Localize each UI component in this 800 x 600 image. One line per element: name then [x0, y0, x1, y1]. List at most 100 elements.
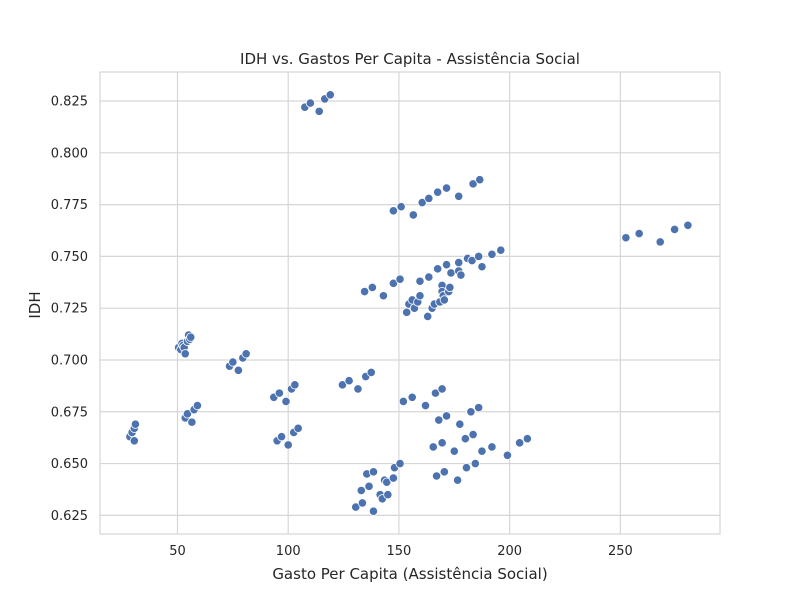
- data-point: [408, 210, 418, 220]
- data-point: [455, 419, 465, 429]
- data-point: [383, 490, 393, 500]
- data-point: [683, 220, 693, 230]
- y-tick-label: 0.650: [51, 457, 88, 472]
- x-tick-label: 50: [169, 544, 186, 559]
- data-point: [402, 307, 412, 317]
- data-point: [187, 417, 197, 427]
- data-point: [433, 187, 443, 197]
- y-tick-label: 0.825: [51, 95, 88, 110]
- data-point: [453, 475, 463, 485]
- grid: [100, 72, 720, 534]
- data-point: [474, 403, 484, 413]
- data-point: [367, 282, 377, 293]
- data-points: [125, 90, 693, 516]
- data-point: [130, 419, 141, 429]
- x-axis-label: Gasto Per Capita (Assistência Social): [272, 565, 547, 583]
- data-point: [395, 458, 405, 469]
- data-point: [456, 270, 466, 280]
- data-point: [388, 206, 398, 216]
- y-axis-label: IDH: [26, 291, 44, 318]
- data-point: [420, 400, 431, 411]
- data-point: [366, 367, 376, 378]
- data-point: [344, 376, 354, 386]
- data-point: [325, 90, 335, 100]
- data-point: [468, 429, 478, 440]
- x-tick-label: 100: [276, 544, 301, 559]
- data-point: [434, 415, 444, 425]
- y-tick-label: 0.700: [51, 353, 88, 368]
- data-point: [424, 272, 434, 282]
- data-point: [276, 432, 287, 442]
- data-point: [314, 106, 324, 116]
- data-point: [477, 446, 487, 456]
- data-point: [228, 357, 238, 367]
- data-point: [305, 98, 315, 108]
- data-point: [180, 349, 190, 359]
- data-point: [441, 260, 452, 270]
- data-point: [468, 179, 478, 189]
- y-tick-label: 0.725: [51, 302, 88, 317]
- data-point: [454, 258, 464, 268]
- data-point: [467, 255, 477, 266]
- y-tick-label: 0.775: [51, 198, 88, 213]
- data-point: [368, 506, 379, 516]
- data-point: [430, 388, 441, 398]
- data-point: [241, 349, 251, 359]
- data-point: [466, 407, 476, 417]
- data-point: [293, 423, 303, 433]
- data-point: [470, 458, 480, 469]
- data-point: [417, 197, 427, 208]
- data-point: [283, 440, 293, 450]
- data-point: [353, 384, 363, 394]
- data-point: [424, 193, 434, 203]
- data-point: [502, 450, 513, 460]
- tick-labels: 50 100 150 200 250 0.625 0.650 0.675 0.700 0.725 0…: [51, 95, 633, 559]
- data-point: [337, 380, 348, 390]
- plot-frame: [99, 71, 721, 535]
- data-point: [522, 434, 532, 444]
- data-point: [446, 268, 456, 278]
- data-point: [396, 202, 406, 212]
- data-point: [670, 224, 680, 235]
- data-point: [437, 384, 447, 394]
- data-point: [290, 380, 300, 390]
- data-point: [368, 467, 379, 477]
- data-point: [621, 233, 631, 243]
- x-tick-label: 150: [387, 544, 412, 559]
- x-tick-label: 250: [608, 544, 633, 559]
- data-point: [477, 262, 487, 272]
- data-point: [487, 442, 497, 452]
- data-point: [186, 332, 196, 342]
- data-point: [449, 446, 459, 456]
- data-point: [378, 291, 389, 301]
- data-point: [428, 442, 438, 452]
- y-tick-label: 0.800: [51, 146, 88, 161]
- data-point: [474, 251, 484, 261]
- data-point: [441, 183, 452, 193]
- data-point: [274, 388, 284, 398]
- y-tick-label: 0.625: [51, 509, 88, 524]
- data-point: [454, 191, 464, 201]
- y-tick-label: 0.750: [51, 250, 88, 265]
- data-point: [388, 278, 398, 288]
- data-point: [356, 485, 366, 496]
- data-point: [351, 502, 361, 512]
- data-point: [415, 291, 425, 301]
- data-point: [445, 282, 455, 293]
- data-point: [441, 411, 452, 421]
- data-point: [364, 481, 374, 491]
- data-point: [398, 396, 408, 407]
- data-point: [357, 498, 367, 508]
- data-point: [407, 392, 417, 402]
- data-point: [415, 276, 425, 286]
- data-point: [433, 264, 443, 274]
- x-tick-label: 200: [497, 544, 522, 559]
- data-point: [281, 396, 291, 407]
- data-point: [395, 274, 405, 284]
- data-point: [487, 249, 497, 259]
- y-tick-label: 0.675: [51, 405, 88, 420]
- data-point: [475, 175, 485, 185]
- data-point: [437, 438, 447, 448]
- data-point: [461, 463, 472, 473]
